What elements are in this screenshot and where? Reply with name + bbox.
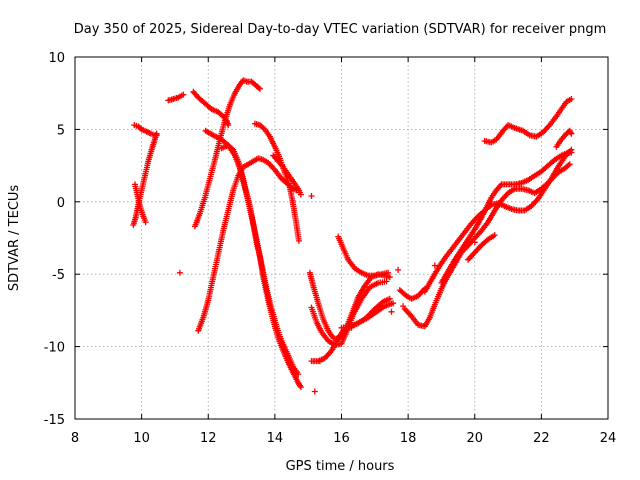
data-point [383, 278, 390, 285]
y-axis-label: SDTVAR / TECUs [7, 185, 22, 292]
x-tick-label: 18 [400, 431, 417, 446]
x-tick-label: 16 [333, 431, 350, 446]
data-point [565, 162, 572, 169]
y-tick-label: 10 [48, 51, 65, 66]
data-point [385, 269, 392, 276]
data-point [255, 84, 262, 91]
chart-title: Day 350 of 2025, Sidereal Day-to-day VTE… [74, 22, 607, 37]
x-tick-label: 20 [466, 431, 483, 446]
x-tick-label: 12 [200, 431, 217, 446]
y-tick-label: 0 [57, 196, 65, 211]
x-axis-label: GPS time / hours [286, 459, 395, 474]
data-points [130, 77, 575, 395]
data-point [142, 219, 149, 226]
data-point [256, 85, 263, 92]
data-point [386, 295, 393, 302]
data-point [400, 303, 407, 310]
data-point [491, 232, 498, 239]
data-point [297, 191, 304, 198]
data-point [176, 269, 183, 276]
x-tick-label: 22 [533, 431, 550, 446]
y-tick-label: -10 [44, 341, 65, 356]
data-point [431, 262, 438, 269]
data-point [297, 384, 304, 391]
x-tick-label: 10 [133, 431, 150, 446]
data-point [180, 91, 187, 98]
data-point [348, 324, 355, 331]
x-tick-label: 8 [71, 431, 79, 446]
y-tick-label: -5 [52, 268, 65, 283]
data-point [386, 274, 393, 281]
data-point [153, 130, 160, 137]
plot-frame [74, 56, 609, 420]
data-point [568, 96, 575, 102]
data-point [295, 371, 302, 378]
data-point [388, 308, 395, 315]
data-point [316, 358, 323, 365]
data-point [390, 300, 397, 307]
x-tick-label: 24 [600, 431, 617, 446]
x-tick-labels: 8 10 12 14 16 18 20 22 24 [71, 431, 616, 446]
x-tick-label: 14 [267, 431, 284, 446]
data-point [566, 161, 573, 168]
data-point [568, 149, 575, 156]
data-point [311, 388, 318, 395]
y-tick-labels: 10 5 0 -5 -10 -15 [44, 51, 65, 428]
data-point [308, 193, 315, 199]
y-tick-label: 5 [57, 123, 65, 138]
data-point [295, 237, 302, 244]
data-point [395, 266, 402, 273]
data-point [471, 239, 478, 246]
data-point [568, 130, 575, 137]
y-tick-label: -15 [44, 413, 65, 428]
